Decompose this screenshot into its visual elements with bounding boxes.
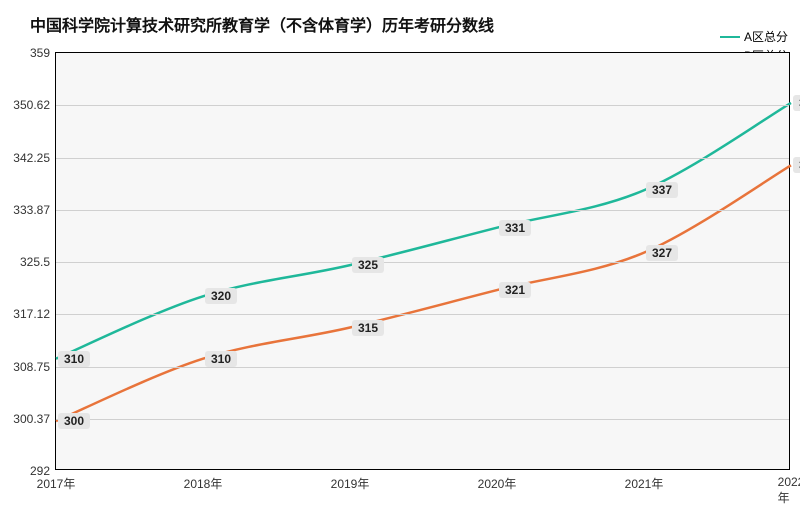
data-label: 300 (58, 413, 90, 429)
gridline (56, 105, 789, 106)
chart-container: 中国科学院计算技术研究所教育学（不含体育学）历年考研分数线 A区总分 B区总分 … (0, 0, 800, 500)
y-tick-label: 325.5 (20, 255, 56, 269)
legend-item-a: A区总分 (720, 28, 788, 45)
y-tick-label: 342.25 (13, 151, 56, 165)
data-label: 331 (499, 220, 531, 236)
data-label: 315 (352, 320, 384, 336)
legend-swatch-a (720, 36, 740, 38)
x-tick-label: 2019年 (331, 469, 370, 492)
chart-title: 中国科学院计算技术研究所教育学（不含体育学）历年考研分数线 (30, 12, 494, 36)
data-label: 325 (352, 257, 384, 273)
series-line (56, 103, 791, 359)
gridline (56, 158, 789, 159)
y-tick-label: 350.62 (13, 98, 56, 112)
plot-area: 292300.37308.75317.12325.5333.87342.2535… (55, 52, 790, 470)
y-tick-label: 359 (30, 46, 56, 60)
x-tick-label: 2017年 (37, 469, 76, 492)
y-tick-label: 317.12 (13, 307, 56, 321)
x-tick-label: 2021年 (625, 469, 664, 492)
data-label: 351 (793, 95, 800, 111)
x-tick-label: 2018年 (184, 469, 223, 492)
data-label: 310 (58, 351, 90, 367)
y-tick-label: 300.37 (13, 412, 56, 426)
data-label: 320 (205, 288, 237, 304)
x-tick-label: 2020年 (478, 469, 517, 492)
gridline (56, 210, 789, 211)
gridline (56, 419, 789, 420)
series-line (56, 165, 791, 421)
gridline (56, 367, 789, 368)
gridline (56, 262, 789, 263)
data-label: 327 (646, 245, 678, 261)
gridline (56, 314, 789, 315)
y-tick-label: 308.75 (13, 360, 56, 374)
x-tick-label: 2022年 (778, 469, 800, 506)
data-label: 310 (205, 351, 237, 367)
data-label: 321 (499, 282, 531, 298)
y-tick-label: 333.87 (13, 203, 56, 217)
legend-label-a: A区总分 (744, 28, 788, 45)
data-label: 337 (646, 182, 678, 198)
data-label: 341 (793, 157, 800, 173)
